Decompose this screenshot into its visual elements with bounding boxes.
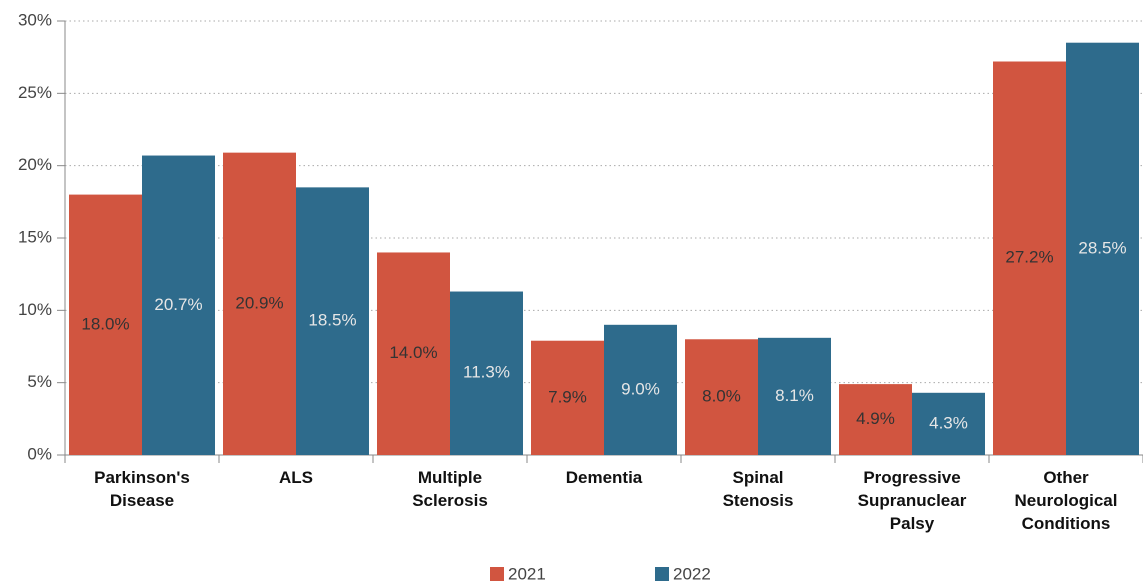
legend-label: 2022 bbox=[673, 564, 711, 583]
bar bbox=[531, 340, 604, 455]
legend-swatch bbox=[655, 567, 669, 581]
x-tick-label: Parkinson's Disease bbox=[94, 468, 190, 510]
x-tick-label: ALS bbox=[279, 468, 313, 487]
value-label: 28.5% bbox=[1078, 238, 1126, 257]
bar bbox=[912, 392, 985, 455]
bar bbox=[377, 252, 450, 455]
bar bbox=[685, 339, 758, 455]
bar bbox=[69, 194, 142, 455]
bar bbox=[839, 384, 912, 455]
y-tick-label: 25% bbox=[18, 83, 52, 102]
bar bbox=[450, 291, 523, 455]
value-label: 9.0% bbox=[621, 379, 660, 398]
bar bbox=[604, 324, 677, 455]
bar bbox=[223, 152, 296, 455]
value-label: 27.2% bbox=[1005, 248, 1053, 267]
bar bbox=[142, 155, 215, 456]
x-tick-label: Progressive Supranuclear Palsy bbox=[857, 468, 967, 533]
y-tick-label: 15% bbox=[18, 227, 52, 246]
value-label: 4.3% bbox=[929, 413, 968, 432]
value-label: 8.1% bbox=[775, 386, 814, 405]
value-label: 8.0% bbox=[702, 387, 741, 406]
value-label: 7.9% bbox=[548, 387, 587, 406]
value-label: 4.9% bbox=[856, 409, 895, 428]
value-label: 11.3% bbox=[463, 363, 510, 382]
y-tick-label: 10% bbox=[18, 300, 52, 319]
value-label: 20.9% bbox=[235, 293, 283, 312]
legend-label: 2021 bbox=[508, 564, 546, 583]
x-tick-label: Other Neurological Conditions bbox=[1014, 468, 1118, 533]
y-tick-label: 20% bbox=[18, 155, 52, 174]
bar bbox=[1066, 42, 1139, 455]
value-label: 14.0% bbox=[389, 343, 437, 362]
y-tick-label: 30% bbox=[18, 10, 52, 29]
y-tick-label: 5% bbox=[27, 372, 52, 391]
value-label: 18.0% bbox=[81, 314, 129, 333]
bar bbox=[296, 187, 369, 455]
y-tick-label: 0% bbox=[27, 444, 52, 463]
x-tick-label: Dementia bbox=[565, 468, 643, 487]
value-label: 18.5% bbox=[308, 311, 356, 330]
bar bbox=[993, 61, 1066, 456]
legend-swatch bbox=[490, 567, 504, 581]
x-tick-label: Spinal Stenosis bbox=[722, 468, 794, 510]
bar bbox=[758, 337, 831, 455]
value-label: 20.7% bbox=[154, 295, 202, 314]
x-tick-label: Multiple Sclerosis bbox=[412, 468, 488, 510]
